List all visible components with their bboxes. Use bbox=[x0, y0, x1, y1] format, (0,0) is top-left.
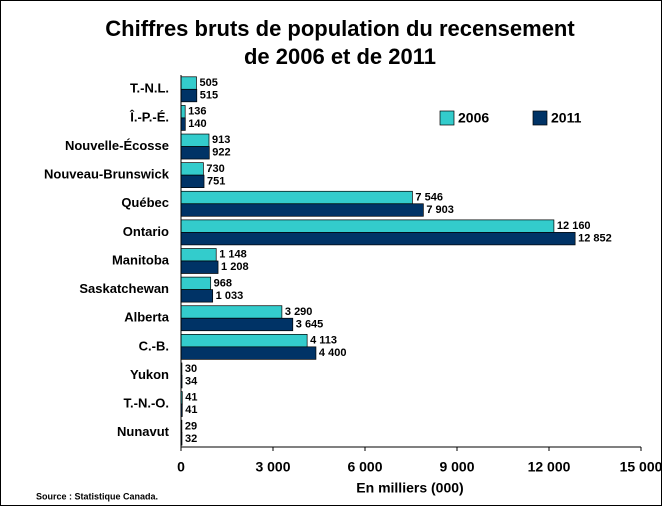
bar bbox=[180, 88, 198, 103]
data-label: 32 bbox=[185, 433, 197, 445]
y-tick-label: C.-B. bbox=[139, 338, 169, 353]
bar bbox=[180, 174, 205, 189]
bar bbox=[180, 117, 186, 131]
bar bbox=[180, 260, 219, 274]
legend-label: 2011 bbox=[551, 110, 582, 126]
data-label: 12 852 bbox=[578, 233, 612, 245]
x-tick-label: 0 bbox=[177, 459, 185, 475]
data-label: 922 bbox=[212, 147, 230, 159]
y-tick-label: Saskatchewan bbox=[79, 281, 169, 296]
bar bbox=[180, 162, 204, 176]
data-label: 1 148 bbox=[219, 249, 247, 261]
bar bbox=[180, 146, 210, 160]
bar bbox=[180, 305, 283, 319]
x-tick-label: 12 000 bbox=[528, 459, 571, 475]
legend-label: 2006 bbox=[458, 110, 489, 126]
y-tick-label: Alberta bbox=[124, 310, 170, 325]
x-tick-label: 9 000 bbox=[439, 459, 474, 475]
data-label: 140 bbox=[188, 118, 206, 130]
bar bbox=[180, 317, 294, 332]
data-label: 41 bbox=[185, 404, 197, 416]
data-label: 34 bbox=[185, 376, 198, 388]
x-tick-label: 15 000 bbox=[620, 459, 662, 475]
x-tick-label: 6 000 bbox=[347, 459, 382, 475]
bar bbox=[180, 289, 214, 303]
y-tick-label: Yukon bbox=[130, 367, 169, 382]
y-tick-label: T.-N.L. bbox=[130, 81, 169, 96]
y-tick-label: Québec bbox=[121, 195, 169, 210]
data-label: 7 903 bbox=[426, 204, 454, 216]
data-label: 4 113 bbox=[310, 335, 337, 347]
data-label: 505 bbox=[199, 77, 217, 89]
y-tick-label: T.-N.-O. bbox=[124, 396, 170, 411]
data-label: 30 bbox=[185, 363, 197, 375]
data-label: 41 bbox=[185, 392, 197, 404]
bar bbox=[180, 133, 210, 147]
data-label: 751 bbox=[207, 175, 225, 187]
legend-swatch bbox=[439, 110, 455, 126]
data-label: 29 bbox=[185, 420, 197, 432]
y-tick-label: Nouveau-Brunswick bbox=[44, 167, 170, 182]
data-label: 12 160 bbox=[557, 220, 591, 232]
data-label: 515 bbox=[200, 89, 218, 101]
y-tick-label: Manitoba bbox=[112, 252, 170, 267]
data-label: 968 bbox=[214, 277, 232, 289]
x-axis-title: En milliers (000) bbox=[356, 480, 463, 496]
bar bbox=[180, 248, 217, 262]
x-tick-label: 3 000 bbox=[255, 459, 290, 475]
y-tick-label: Ontario bbox=[123, 224, 169, 239]
data-label: 7 546 bbox=[415, 191, 443, 203]
data-label: 3 645 bbox=[296, 318, 324, 330]
bar bbox=[180, 190, 413, 205]
data-label: 4 400 bbox=[319, 347, 347, 359]
bar bbox=[180, 76, 197, 90]
bar bbox=[180, 219, 555, 233]
y-tick-label: Î.-P.-É. bbox=[129, 109, 169, 124]
chart-title: de 2006 et de 2011 bbox=[244, 44, 436, 69]
bar bbox=[180, 232, 576, 246]
y-tick-label: Nouvelle-Écosse bbox=[65, 138, 169, 153]
chart-title: Chiffres bruts de population du recensem… bbox=[105, 16, 575, 41]
bar bbox=[180, 333, 308, 348]
y-tick-label: Nunavut bbox=[117, 424, 170, 439]
bar bbox=[180, 105, 186, 119]
legend-swatch bbox=[532, 110, 548, 126]
data-label: 730 bbox=[206, 163, 224, 175]
bar bbox=[180, 276, 212, 290]
source: Source : Statistique Canada. bbox=[36, 491, 158, 501]
bar bbox=[180, 203, 424, 217]
data-label: 1 208 bbox=[221, 261, 249, 273]
data-label: 136 bbox=[188, 106, 206, 118]
data-label: 3 290 bbox=[285, 306, 313, 318]
data-label: 913 bbox=[212, 134, 230, 146]
data-label: 1 033 bbox=[216, 290, 244, 302]
bar bbox=[180, 346, 317, 360]
